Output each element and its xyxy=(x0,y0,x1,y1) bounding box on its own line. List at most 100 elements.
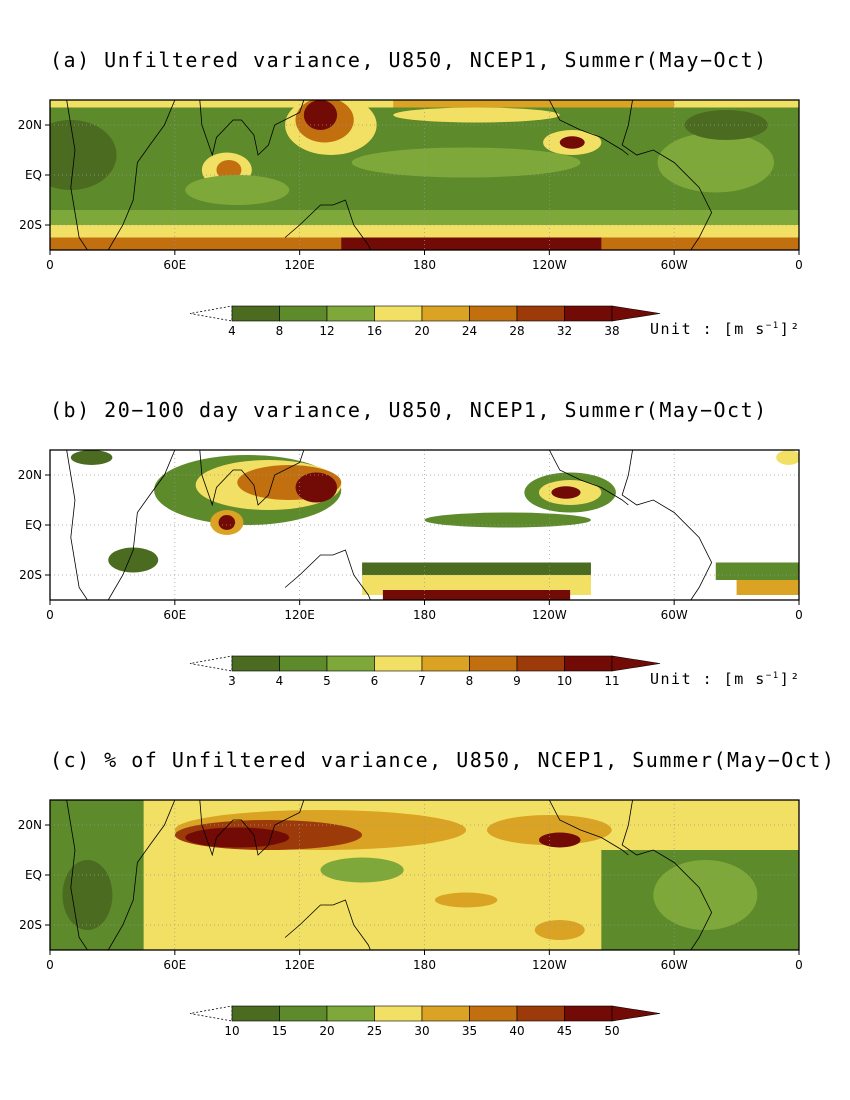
colorbar-swatch xyxy=(279,305,328,322)
colorbar-swatch xyxy=(374,1005,423,1022)
colorbar-swatch xyxy=(231,305,280,322)
x-tick-label: 60E xyxy=(163,608,186,622)
coastline xyxy=(548,100,629,156)
contour-band xyxy=(715,562,799,580)
y-tick-label: EQ xyxy=(25,168,42,182)
y-tick-label: 20N xyxy=(18,118,42,132)
colorbar-extend-low xyxy=(189,305,233,322)
colorbar-swatch xyxy=(564,655,613,672)
shaded-field xyxy=(50,100,799,250)
colorbar-level-label: 35 xyxy=(462,1024,477,1038)
panel-a-title: (a) Unfiltered variance, U850, NCEP1, Su… xyxy=(50,48,768,72)
colorbar-level-label: 20 xyxy=(414,324,429,338)
colorbar-swatch xyxy=(374,305,423,322)
coastline xyxy=(199,450,305,507)
x-tick-label: 60W xyxy=(661,958,688,972)
colorbar-level-label: 20 xyxy=(319,1024,334,1038)
contour-band xyxy=(736,580,799,595)
contour-blob xyxy=(538,832,581,848)
coastline xyxy=(284,549,371,600)
colorbar-extend-low xyxy=(189,655,233,672)
unit-text: Unit : [m s xyxy=(650,320,766,338)
colorbar-level-label: 8 xyxy=(276,324,284,338)
coastline xyxy=(284,899,371,950)
colorbar-level-label: 28 xyxy=(509,324,524,338)
colorbar-swatch xyxy=(516,655,565,672)
unit-exponent: −1 xyxy=(765,321,780,331)
x-tick-label: 0 xyxy=(795,258,803,272)
colorbar-level-label: 15 xyxy=(272,1024,287,1038)
colorbar-swatch xyxy=(326,655,375,672)
panel-a-unit-label: Unit : [m s−1]² xyxy=(650,320,801,338)
x-tick-label: 180 xyxy=(413,958,436,972)
unit-exponent: −1 xyxy=(765,671,780,681)
colorbar-swatch xyxy=(279,1005,328,1022)
x-tick-label: 0 xyxy=(46,258,54,272)
colorbar-level-label: 25 xyxy=(367,1024,382,1038)
colorbar-swatch xyxy=(421,1005,470,1022)
y-tick-label: EQ xyxy=(25,518,42,532)
x-tick-label: 120E xyxy=(284,608,315,622)
coastline xyxy=(284,199,371,250)
colorbar-level-label: 10 xyxy=(557,674,572,688)
x-tick-label: 0 xyxy=(46,958,54,972)
south-band-core xyxy=(341,237,602,250)
colorbar-level-label: 8 xyxy=(466,674,474,688)
x-tick-label: 120W xyxy=(532,258,567,272)
colorbar-level-label: 16 xyxy=(367,324,382,338)
colorbar-level-label: 9 xyxy=(513,674,521,688)
contour-blob xyxy=(185,175,290,205)
coastline xyxy=(66,450,176,600)
colorbar-swatch xyxy=(469,1005,518,1022)
colorbar-level-label: 30 xyxy=(414,1024,429,1038)
x-tick-label: 60E xyxy=(163,958,186,972)
contour-blob xyxy=(559,136,585,149)
colorbar-level-label: 3 xyxy=(228,674,236,688)
y-tick-label: EQ xyxy=(25,868,42,882)
x-tick-label: 60W xyxy=(661,608,688,622)
colorbar-swatch xyxy=(564,1005,613,1022)
panel-c-chart: 0 60E 120E 180 120W 60W 0 20N EQ 20S 10 15 20 25 30 35 4… xyxy=(18,799,803,1038)
y-tick-label: 20N xyxy=(18,818,42,832)
panel-a-chart: 0 60E 120E 180 120W 60W 0 20N EQ 20S 4 8 12 16 20 24 28 3… xyxy=(18,99,803,338)
panel-b-unit-label: Unit : [m s−1]² xyxy=(650,670,801,688)
contour-blob xyxy=(776,450,799,465)
colorbar-level-label: 6 xyxy=(371,674,379,688)
contour-blob xyxy=(295,472,338,503)
y-tick-label: 20S xyxy=(19,568,42,582)
colorbar-level-label: 4 xyxy=(228,324,236,338)
x-tick-label: 60W xyxy=(661,258,688,272)
colorbar-swatch xyxy=(279,655,328,672)
colorbar-extend-high xyxy=(611,305,661,322)
x-tick-label: 120W xyxy=(532,958,567,972)
panel-b-chart: 0 60E 120E 180 120W 60W 0 20N EQ 20S 3 4 5 6 7 8 9 10 11 xyxy=(18,449,803,688)
contour-blob xyxy=(393,107,560,123)
colorbar-swatch xyxy=(421,305,470,322)
shaded-field xyxy=(70,450,799,600)
y-tick-label: 20N xyxy=(18,468,42,482)
x-tick-label: 0 xyxy=(795,608,803,622)
colorbar-level-label: 32 xyxy=(557,324,572,338)
colorbar-level-label: 50 xyxy=(604,1024,619,1038)
coastline xyxy=(548,450,629,506)
colorbar-swatch xyxy=(516,305,565,322)
coastline xyxy=(66,800,176,950)
north-band-inner xyxy=(393,100,675,108)
colorbar-swatch xyxy=(516,1005,565,1022)
coastlines xyxy=(66,800,713,950)
contour-blob xyxy=(50,120,117,190)
colorbar-level-label: 4 xyxy=(276,674,284,688)
x-tick-label: 180 xyxy=(413,608,436,622)
colorbar-level-label: 40 xyxy=(509,1024,524,1038)
contour-blob xyxy=(320,857,404,883)
contour-blob xyxy=(657,132,775,193)
contour-blob xyxy=(303,100,338,130)
coastlines xyxy=(66,100,713,250)
panel-c-title: (c) % of Unfiltered variance, U850, NCEP… xyxy=(50,748,836,772)
coastline xyxy=(548,800,629,856)
contour-blob xyxy=(486,815,612,845)
contour-blob xyxy=(434,892,498,908)
colorbar-swatch xyxy=(326,305,375,322)
coastline xyxy=(199,100,305,157)
unit-tail: ]² xyxy=(779,320,801,338)
